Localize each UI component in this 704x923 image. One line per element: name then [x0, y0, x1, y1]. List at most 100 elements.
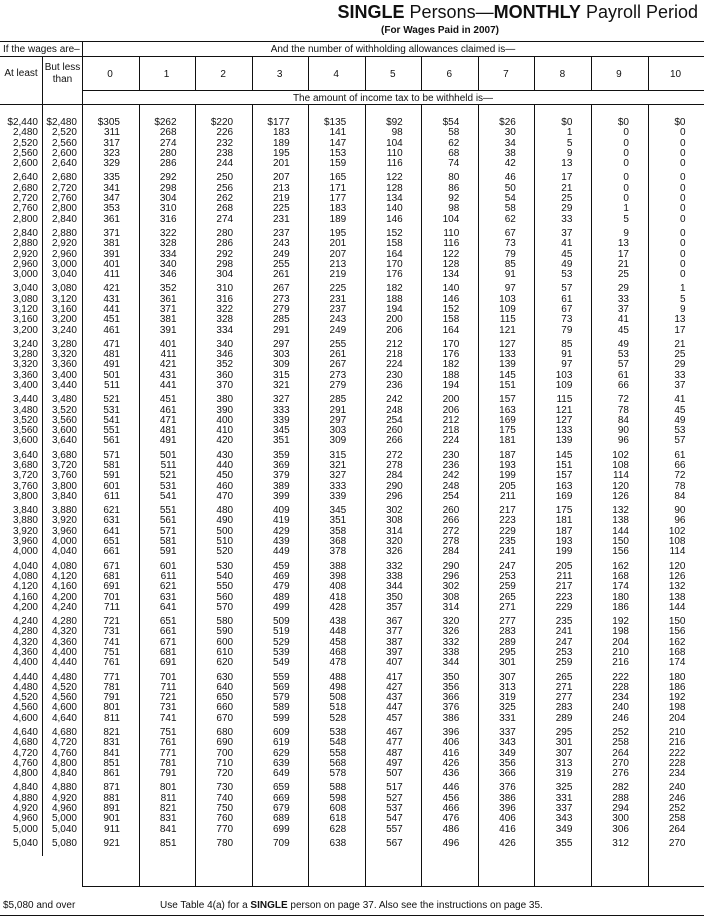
tax-cell: 259 [555, 657, 573, 669]
tax-cell: 266 [442, 515, 460, 527]
footer-note-pre: Use Table 4(a) for a [160, 900, 251, 911]
tax-cell: 431 [159, 369, 177, 381]
tax-cell: 248 [442, 480, 460, 492]
tax-cell: 358 [329, 525, 347, 537]
tax-cell: 569 [272, 681, 290, 693]
tax-cell: 609 [272, 726, 290, 738]
at-least-cell: 2,520 [12, 137, 38, 149]
tax-cell: 283 [555, 702, 573, 714]
but-less-than-cell: 4,880 [51, 782, 77, 794]
tax-cell: 294 [612, 803, 629, 814]
tax-cell: 74 [448, 158, 460, 170]
tax-cell: 206 [386, 324, 403, 336]
tax-cell: 151 [499, 380, 516, 391]
tax-cell: 371 [103, 227, 120, 239]
tax-cell: 304 [216, 269, 234, 281]
tax-cell: 398 [329, 570, 347, 582]
tax-cell: 578 [329, 768, 347, 780]
tax-cell: 242 [442, 470, 460, 482]
tax-cell: 361 [103, 213, 120, 225]
tax-cell: 352 [159, 283, 177, 295]
tax-cell: 529 [272, 636, 290, 648]
tax-cell: 255 [329, 338, 347, 350]
tax-cell: 670 [216, 712, 234, 724]
tax-cell: 557 [386, 823, 403, 835]
tax-cell: 811 [160, 792, 177, 804]
tax-cell: 791 [159, 768, 177, 780]
tax-cell: 199 [499, 470, 516, 482]
tax-cell: 267 [272, 283, 290, 295]
tax-cell: 321 [272, 380, 290, 391]
but-less-than-cell: 3,080 [51, 283, 77, 295]
tax-cell: 731 [159, 702, 177, 714]
tax-cell: $220 [210, 117, 234, 128]
tax-cell: 366 [442, 692, 460, 704]
tax-cell: 301 [499, 657, 516, 669]
but-less-than-cell: 3,280 [51, 338, 77, 350]
tax-cell: 750 [216, 803, 234, 814]
tax-cell: $0 [561, 117, 573, 128]
tax-cell: 517 [386, 782, 403, 794]
rule [421, 56, 423, 90]
tax-cell: 268 [216, 203, 234, 215]
tax-cell: 169 [555, 490, 573, 502]
tax-cell: 66 [674, 460, 686, 471]
tax-cell: 332 [386, 560, 403, 572]
tax-cell: 309 [329, 435, 347, 447]
tax-cell: 690 [216, 737, 234, 749]
tax-cell: 186 [612, 601, 629, 613]
tax-cell: 1 [623, 203, 629, 215]
tax-cell: 145 [499, 369, 516, 381]
but-less-than-cell: 3,000 [51, 258, 77, 270]
at-least-cell: 2,680 [12, 182, 38, 194]
tax-cell: 417 [386, 671, 403, 683]
tax-cell: 158 [442, 314, 460, 326]
tax-cell: 231 [272, 213, 290, 225]
tax-cell: 361 [159, 293, 177, 305]
tax-cell: $92 [386, 117, 403, 128]
tax-cell: 699 [272, 823, 290, 835]
tax-cell: 0 [679, 213, 686, 225]
tax-cell: 188 [442, 369, 460, 381]
tax-cell: 811 [104, 712, 120, 724]
tax-cell: 134 [386, 193, 403, 205]
tax-cell: 244 [216, 158, 234, 170]
tax-cell: $135 [323, 117, 347, 128]
tax-cell: 841 [159, 823, 177, 835]
at-least-cell: 2,560 [12, 147, 38, 159]
tax-cell: 37 [617, 303, 629, 315]
allowance-column-8: 8 [559, 69, 566, 80]
tax-cell: 85 [561, 338, 573, 350]
but-less-than-cell: 2,840 [51, 213, 77, 225]
tax-cell: 235 [499, 536, 516, 548]
tax-cell: 38 [504, 147, 516, 159]
tax-cell: 781 [103, 681, 120, 693]
tax-cell: 891 [103, 803, 120, 814]
tax-cell: 1 [679, 283, 686, 295]
tax-cell: 370 [216, 380, 234, 391]
tax-cell: 229 [555, 601, 573, 613]
tax-cell: 259 [499, 581, 516, 593]
tax-cell: 300 [612, 813, 629, 825]
tax-cell: 303 [329, 425, 347, 437]
tax-cell: 108 [612, 460, 629, 471]
but-less-than-cell: 3,680 [51, 449, 77, 461]
tax-cell: 511 [160, 460, 177, 471]
tax-cell: 163 [555, 480, 573, 492]
tax-cell: 590 [216, 626, 234, 638]
tax-cell: 78 [674, 480, 686, 492]
tax-cell: 79 [504, 248, 516, 260]
tax-cell: 571 [159, 525, 177, 537]
tax-cell: 133 [555, 425, 573, 437]
tax-cell: 308 [386, 515, 403, 527]
tax-cell: 387 [386, 636, 403, 648]
tax-cell: 296 [386, 490, 403, 502]
but-less-than-cell: 4,560 [51, 692, 77, 704]
tax-cell: 286 [159, 158, 177, 170]
tax-cell: 253 [499, 570, 516, 582]
tax-cell: 439 [272, 536, 290, 548]
tax-cell: 21 [561, 182, 573, 194]
tax-cell: 1 [566, 127, 573, 139]
tax-cell: 508 [329, 692, 347, 704]
tax-cell: 551 [159, 505, 177, 517]
